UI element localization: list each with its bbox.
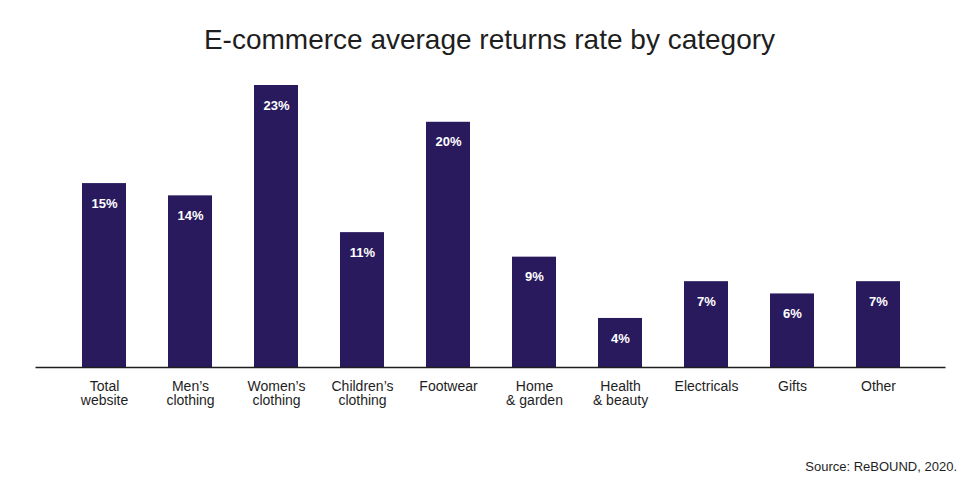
svg-text:15%: 15%	[91, 196, 117, 211]
svg-text:Women’sclothing: Women’sclothing	[248, 378, 306, 408]
svg-text:Men’sclothing: Men’sclothing	[166, 378, 214, 408]
svg-text:Children’sclothing: Children’sclothing	[332, 378, 394, 408]
svg-text:Health& beauty: Health& beauty	[593, 378, 648, 408]
svg-text:Footwear: Footwear	[419, 378, 478, 394]
svg-text:14%: 14%	[177, 208, 203, 223]
svg-text:Totalwebsite: Totalwebsite	[80, 378, 129, 408]
svg-text:Gifts: Gifts	[778, 378, 807, 394]
svg-text:Electricals: Electricals	[675, 378, 739, 394]
html-text:Source: ReBOUND, 2020.: Source: ReBOUND, 2020.	[805, 459, 957, 474]
svg-text:4%: 4%	[611, 331, 630, 346]
svg-text:Other: Other	[861, 378, 896, 394]
svg-text:6%: 6%	[783, 306, 802, 321]
svg-text:20%: 20%	[435, 134, 461, 149]
svg-text:9%: 9%	[525, 269, 544, 284]
svg-text:Home& garden: Home& garden	[506, 378, 563, 408]
svg-text:7%: 7%	[869, 294, 888, 309]
svg-text:11%: 11%	[350, 245, 376, 260]
svg-text:23%: 23%	[263, 98, 289, 113]
html-text:E-commerce average returns rat: E-commerce average returns rate by categ…	[203, 24, 776, 55]
svg-text:7%: 7%	[697, 294, 716, 309]
